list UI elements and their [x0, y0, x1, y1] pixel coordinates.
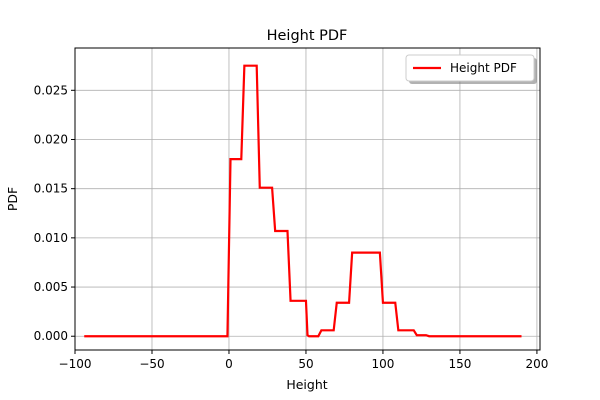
x-tick-label: 100	[371, 357, 394, 371]
y-tick-label: 0.010	[34, 231, 68, 245]
x-tick-label: 0	[225, 357, 233, 371]
y-axis-ticks: 0.000 0.005 0.010 0.015 0.020 0.025	[34, 83, 75, 343]
series-line-height-pdf	[84, 64, 522, 338]
x-tick-label: 200	[525, 357, 548, 371]
chart-title: Height PDF	[267, 28, 348, 44]
plot-area-background	[75, 48, 540, 350]
series-layer	[84, 64, 522, 338]
legend-label: Height PDF	[450, 61, 517, 75]
y-tick-label: 0.025	[34, 83, 68, 97]
y-axis-label: PDF	[5, 187, 20, 211]
y-tick-label: 0.005	[34, 280, 68, 294]
y-tick-label: 0.015	[34, 182, 68, 196]
y-tick-label: 0.020	[34, 132, 68, 146]
x-axis-ticks: −100 −50 0 50 100 150 200	[59, 350, 548, 371]
x-axis-label: Height	[286, 377, 327, 392]
legend: Height PDF	[405, 54, 537, 84]
y-tick-label: 0.000	[34, 329, 68, 343]
x-tick-label: −100	[59, 357, 92, 371]
x-tick-label: 50	[298, 357, 313, 371]
legend-box	[405, 54, 535, 82]
x-tick-label: 150	[448, 357, 471, 371]
x-tick-label: −50	[139, 357, 164, 371]
plot-frame	[74, 47, 541, 351]
